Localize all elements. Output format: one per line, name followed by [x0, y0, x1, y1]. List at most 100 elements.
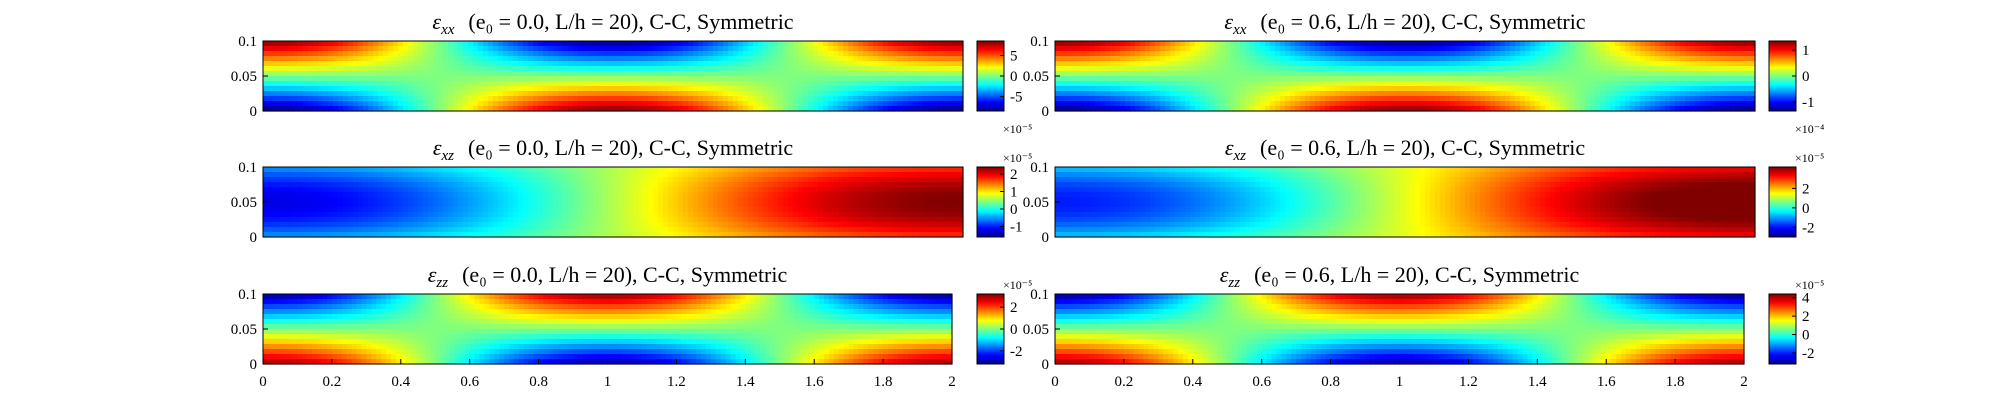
- heatmap-cell: [1490, 96, 1496, 102]
- heatmap-cell: [503, 192, 509, 198]
- heatmap-cell: [433, 41, 439, 47]
- heatmap-cell: [923, 56, 929, 62]
- heatmap-cell: [808, 46, 814, 52]
- heatmap-cell: [263, 106, 269, 112]
- heatmap-cell: [1495, 81, 1501, 87]
- heatmap-cell: [1370, 61, 1376, 67]
- heatmap-cell: [533, 61, 539, 67]
- heatmap-cell: [1600, 61, 1606, 67]
- heatmap-cell: [1455, 66, 1461, 72]
- heatmap-cell: [333, 202, 339, 208]
- heatmap-cell: [838, 41, 844, 47]
- heatmap-cell: [1275, 101, 1281, 107]
- heatmap-cell: [1620, 66, 1626, 72]
- heatmap-cell: [423, 91, 429, 97]
- heatmap-cell: [818, 106, 824, 112]
- heatmap-cell: [603, 96, 609, 102]
- heatmap-cell: [628, 222, 634, 228]
- heatmap-cell: [838, 86, 844, 92]
- heatmap-cell: [593, 232, 599, 238]
- heatmap-cell: [513, 222, 519, 228]
- heatmap-cell: [1170, 66, 1176, 72]
- heatmap-cell: [388, 187, 394, 193]
- heatmap-cell: [1520, 101, 1526, 107]
- heatmap-cell: [1105, 106, 1111, 112]
- heatmap-cell: [668, 91, 674, 97]
- heatmap-cell: [938, 86, 944, 92]
- heatmap-cell: [1340, 76, 1346, 82]
- heatmap-cell: [598, 46, 604, 52]
- heatmap-cell: [378, 101, 384, 107]
- heatmap-cell: [473, 91, 479, 97]
- heatmap-cell: [473, 227, 479, 233]
- heatmap-cell: [328, 167, 334, 173]
- heatmap-cell: [1345, 86, 1351, 92]
- heatmap-cell: [1055, 51, 1061, 57]
- heatmap-cell: [933, 81, 939, 87]
- heatmap-cell: [1705, 81, 1711, 87]
- heatmap-cell: [853, 61, 859, 67]
- heatmap-cell: [628, 197, 634, 203]
- colorbar-tick-label: 1: [1802, 43, 1810, 59]
- heatmap-cell: [343, 192, 349, 198]
- heatmap-cell: [1350, 76, 1356, 82]
- heatmap-cell: [1420, 86, 1426, 92]
- heatmap-cell: [1125, 71, 1131, 77]
- heatmap-cell: [1555, 96, 1561, 102]
- heatmap-cell: [1530, 71, 1536, 77]
- heatmap-cell: [278, 187, 284, 193]
- heatmap-cell: [348, 192, 354, 198]
- heatmap-cell: [753, 61, 759, 67]
- heatmap-cell: [918, 101, 924, 107]
- heatmap-cell: [1705, 46, 1711, 52]
- heatmap-cell: [398, 217, 404, 223]
- heatmap-cell: [598, 51, 604, 57]
- heatmap-cell: [843, 61, 849, 67]
- heatmap-cell: [588, 167, 594, 173]
- heatmap-cell: [448, 81, 454, 87]
- heatmap-cell: [1525, 81, 1531, 87]
- heatmap-cell: [933, 101, 939, 107]
- heatmap-cell: [583, 197, 589, 203]
- heatmap-cell: [1470, 106, 1476, 112]
- heatmap-cell: [1450, 56, 1456, 62]
- heatmap-cell: [1405, 96, 1411, 102]
- heatmap-cell: [498, 86, 504, 92]
- heatmap-cell: [1395, 41, 1401, 47]
- heatmap-cell: [483, 197, 489, 203]
- heatmap-cell: [328, 232, 334, 238]
- heatmap-cell: [1115, 71, 1121, 77]
- heatmap-cell: [543, 182, 549, 188]
- heatmap-cell: [403, 207, 409, 213]
- heatmap-cell: [1105, 41, 1111, 47]
- heatmap-cell: [478, 197, 484, 203]
- heatmap-cell: [563, 192, 569, 198]
- heatmap-cell: [1230, 86, 1236, 92]
- heatmap-cell: [1245, 86, 1251, 92]
- heatmap-cell: [413, 227, 419, 233]
- heatmap-cell: [313, 192, 319, 198]
- heatmap-cell: [283, 232, 289, 238]
- heatmap-cell: [263, 56, 269, 62]
- heatmap-cell: [1315, 96, 1321, 102]
- heatmap-cell: [1150, 56, 1156, 62]
- heatmap-cell: [363, 86, 369, 92]
- heatmap-cell: [1750, 56, 1756, 62]
- heatmap-cell: [493, 222, 499, 228]
- heatmap-cell: [373, 217, 379, 223]
- heatmap-cell: [1110, 106, 1116, 112]
- heatmap-cell: [1645, 66, 1651, 72]
- heatmap-cell: [1095, 106, 1101, 112]
- heatmap-cell: [1535, 91, 1541, 97]
- heatmap-cell: [843, 106, 849, 112]
- heatmap-cell: [728, 71, 734, 77]
- heatmap-cell: [1135, 76, 1141, 82]
- heatmap-cell: [298, 41, 304, 47]
- heatmap-cell: [1565, 46, 1571, 52]
- heatmap-cell: [1480, 91, 1486, 97]
- heatmap-cell: [1550, 51, 1556, 57]
- heatmap-cell: [1660, 91, 1666, 97]
- heatmap-cell: [1485, 71, 1491, 77]
- heatmap-cell: [1595, 56, 1601, 62]
- heatmap-cell: [918, 66, 924, 72]
